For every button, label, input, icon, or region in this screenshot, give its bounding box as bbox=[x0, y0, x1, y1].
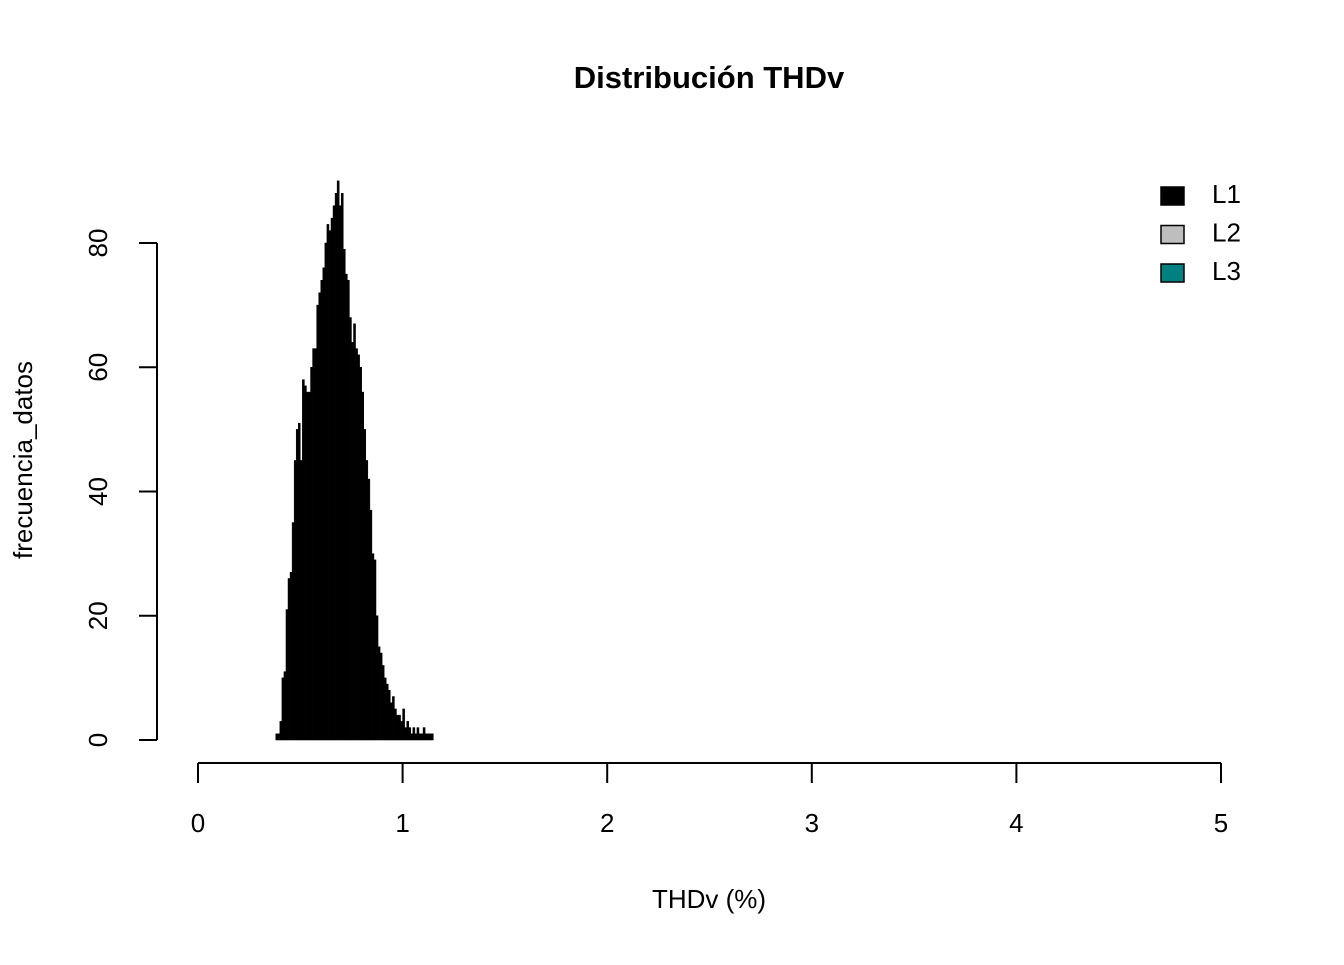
x-tick-label: 2 bbox=[600, 808, 614, 838]
bar bbox=[287, 578, 291, 741]
legend-swatch bbox=[1160, 224, 1185, 245]
legend-label: L1 bbox=[1212, 179, 1241, 209]
bar bbox=[359, 367, 362, 741]
bar bbox=[375, 615, 379, 741]
bar bbox=[338, 205, 342, 741]
bar bbox=[334, 193, 338, 741]
bar bbox=[347, 280, 350, 741]
bar bbox=[404, 727, 407, 741]
bar bbox=[345, 273, 348, 741]
x-tick-label: 0 bbox=[191, 808, 205, 838]
bar bbox=[377, 646, 381, 741]
y-axis-label: frecuencia_datos bbox=[8, 361, 38, 559]
bar bbox=[402, 708, 405, 741]
bar bbox=[336, 180, 340, 741]
bar bbox=[349, 317, 352, 741]
chart-title: Distribución THDv bbox=[574, 60, 845, 95]
bar bbox=[316, 304, 319, 741]
bar bbox=[379, 652, 383, 741]
bar bbox=[373, 559, 377, 741]
bar bbox=[281, 677, 285, 741]
bar bbox=[365, 460, 369, 741]
x-tick-label: 3 bbox=[805, 808, 819, 838]
bar bbox=[361, 391, 364, 741]
y-tick-label: 0 bbox=[83, 733, 113, 747]
bar bbox=[324, 242, 328, 741]
bar bbox=[418, 733, 422, 741]
bar bbox=[410, 733, 414, 741]
bar bbox=[398, 714, 401, 741]
legend-label: L2 bbox=[1212, 217, 1241, 247]
y-tick-label: 40 bbox=[83, 477, 113, 506]
bar bbox=[312, 348, 315, 741]
bar bbox=[289, 572, 293, 741]
bar bbox=[430, 733, 434, 741]
bar bbox=[357, 354, 360, 741]
bar bbox=[314, 348, 317, 741]
bar bbox=[318, 292, 322, 741]
bar bbox=[277, 733, 281, 741]
x-tick-label: 4 bbox=[1009, 808, 1023, 838]
bar bbox=[308, 391, 311, 741]
bar bbox=[420, 733, 424, 741]
bar bbox=[412, 727, 416, 741]
y-tick-label: 20 bbox=[83, 601, 113, 630]
bar bbox=[390, 702, 393, 741]
bar bbox=[306, 391, 309, 741]
bar bbox=[275, 733, 279, 741]
bar bbox=[320, 280, 324, 741]
bar bbox=[300, 460, 303, 741]
bar bbox=[388, 690, 391, 741]
bar bbox=[392, 696, 395, 741]
bar bbox=[340, 193, 344, 741]
bar bbox=[291, 522, 295, 741]
bar bbox=[394, 708, 397, 741]
bar bbox=[279, 721, 283, 741]
y-tick-label: 80 bbox=[83, 229, 113, 258]
x-tick-label: 5 bbox=[1214, 808, 1228, 838]
bar bbox=[328, 230, 332, 741]
bar bbox=[383, 677, 387, 741]
bar bbox=[428, 733, 432, 741]
bar bbox=[422, 727, 426, 741]
bar bbox=[367, 478, 371, 741]
bar bbox=[381, 665, 385, 741]
legend-label: L3 bbox=[1212, 256, 1241, 286]
bar bbox=[302, 379, 305, 741]
y-tick-label: 60 bbox=[83, 353, 113, 382]
bar bbox=[283, 671, 287, 741]
bar bbox=[406, 721, 409, 741]
bar bbox=[351, 342, 354, 741]
bar bbox=[310, 367, 313, 741]
bar bbox=[371, 553, 375, 741]
bar bbox=[424, 733, 428, 741]
bar bbox=[408, 727, 412, 741]
x-tick-label: 1 bbox=[395, 808, 409, 838]
legend-swatch bbox=[1160, 186, 1185, 206]
x-axis-label: THDv (%) bbox=[652, 884, 766, 914]
bar bbox=[293, 460, 297, 741]
bar bbox=[285, 609, 289, 741]
bar bbox=[295, 429, 299, 741]
bar bbox=[385, 683, 389, 741]
bar bbox=[355, 348, 358, 741]
bar bbox=[400, 721, 403, 741]
bar bbox=[396, 714, 399, 741]
bar bbox=[322, 267, 326, 741]
bar bbox=[326, 224, 330, 741]
bar bbox=[416, 727, 420, 741]
bar bbox=[369, 509, 373, 741]
bar bbox=[426, 733, 430, 741]
bar bbox=[298, 422, 301, 741]
bar bbox=[414, 733, 418, 741]
bar bbox=[304, 385, 307, 741]
bar bbox=[332, 205, 336, 741]
bar bbox=[353, 323, 356, 741]
bar bbox=[363, 429, 367, 741]
bar bbox=[330, 217, 334, 741]
legend-swatch bbox=[1160, 263, 1185, 283]
bar bbox=[343, 248, 346, 741]
